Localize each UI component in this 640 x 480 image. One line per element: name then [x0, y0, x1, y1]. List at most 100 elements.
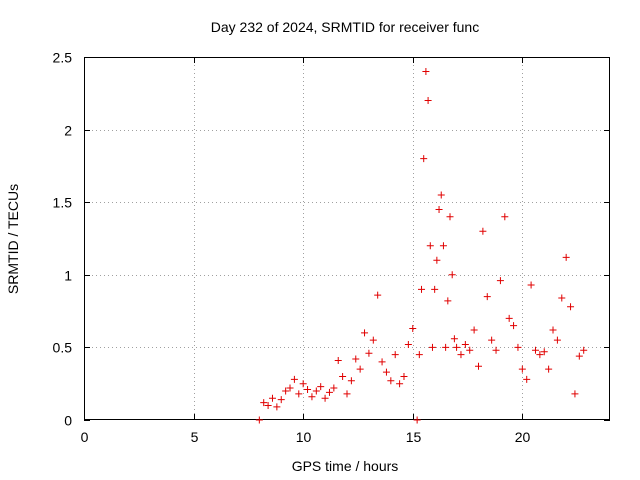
data-point — [295, 390, 303, 398]
data-point — [501, 213, 509, 221]
data-point — [531, 346, 539, 354]
data-point — [369, 336, 377, 344]
data-point — [378, 358, 386, 366]
data-point — [442, 343, 450, 351]
grid-layer — [84, 57, 610, 420]
data-point — [400, 372, 408, 380]
x-tick-label: 15 — [406, 429, 422, 445]
data-point — [418, 285, 426, 293]
data-point — [479, 227, 487, 235]
data-point — [422, 68, 430, 76]
data-point — [492, 346, 500, 354]
data-point — [361, 329, 369, 337]
data-point — [290, 375, 298, 383]
data-point — [457, 351, 465, 359]
data-point — [304, 386, 312, 394]
data-point — [431, 285, 439, 293]
data-point — [334, 356, 342, 364]
data-point — [415, 351, 423, 359]
data-point — [444, 297, 452, 305]
data-point — [545, 365, 553, 373]
data-point — [404, 340, 412, 348]
y-tick-label: 1 — [64, 268, 72, 284]
data-point — [562, 253, 570, 261]
y-tick-label: 1.5 — [53, 195, 73, 211]
data-point — [575, 352, 583, 360]
y-tick-label: 0.5 — [53, 340, 73, 356]
data-point — [536, 351, 544, 359]
data-point — [518, 365, 526, 373]
data-point — [527, 281, 535, 289]
data-point — [433, 256, 441, 264]
x-tick-label: 5 — [191, 429, 199, 445]
data-point — [264, 401, 272, 409]
data-point — [439, 242, 447, 250]
data-point — [374, 291, 382, 299]
y-tick-label: 0 — [64, 413, 72, 429]
data-point — [514, 343, 522, 351]
x-tick-label: 0 — [81, 429, 89, 445]
data-point — [312, 387, 320, 395]
data-point — [466, 346, 474, 354]
data-point — [356, 365, 364, 373]
data-point — [260, 399, 268, 407]
data-point — [549, 326, 557, 334]
data-point — [553, 336, 561, 344]
data-point — [277, 396, 285, 404]
data-point — [413, 416, 421, 424]
data-point — [343, 390, 351, 398]
data-point — [567, 303, 575, 311]
data-point — [540, 348, 548, 356]
data-point — [505, 314, 513, 322]
data-point — [255, 416, 263, 424]
chart-title: Day 232 of 2024, SRMTID for receiver fun… — [211, 19, 479, 35]
y-tick-label: 2 — [64, 123, 72, 139]
points-layer — [255, 68, 588, 424]
data-point — [286, 384, 294, 392]
data-point — [387, 377, 395, 385]
x-tick-label: 20 — [515, 429, 531, 445]
x-tick-label: 10 — [296, 429, 312, 445]
data-point — [352, 355, 360, 363]
data-point — [435, 205, 443, 213]
data-point — [510, 322, 518, 330]
data-point — [448, 271, 456, 279]
data-point — [437, 191, 445, 199]
data-point — [470, 326, 478, 334]
data-point — [396, 380, 404, 388]
data-point — [391, 351, 399, 359]
data-point — [273, 403, 281, 411]
data-point — [299, 380, 307, 388]
data-point — [325, 388, 333, 396]
data-point — [321, 394, 329, 402]
data-point — [268, 394, 276, 402]
plot-frame — [84, 57, 610, 420]
data-point — [282, 387, 290, 395]
y-tick-label: 2.5 — [53, 50, 73, 66]
data-point — [308, 393, 316, 401]
data-point — [483, 293, 491, 301]
data-point — [347, 377, 355, 385]
data-point — [558, 294, 566, 302]
data-point — [453, 343, 461, 351]
data-point — [365, 349, 373, 357]
x-axis-label: GPS time / hours — [292, 458, 399, 474]
data-point — [424, 97, 432, 105]
data-point — [580, 346, 588, 354]
data-point — [382, 368, 390, 376]
data-point — [475, 362, 482, 370]
data-point — [330, 384, 338, 392]
data-point — [420, 155, 428, 163]
data-point — [426, 242, 434, 250]
data-point — [523, 375, 531, 383]
data-point — [409, 325, 417, 333]
data-point — [461, 340, 469, 348]
data-point — [488, 336, 496, 344]
data-point — [496, 277, 504, 285]
data-point — [317, 383, 325, 391]
data-point — [450, 335, 458, 343]
tick-layer: 0 5 10 15 20 0 0.5 1 1.5 2 2.5 — [53, 50, 610, 445]
data-point — [571, 390, 579, 398]
data-point — [428, 343, 436, 351]
